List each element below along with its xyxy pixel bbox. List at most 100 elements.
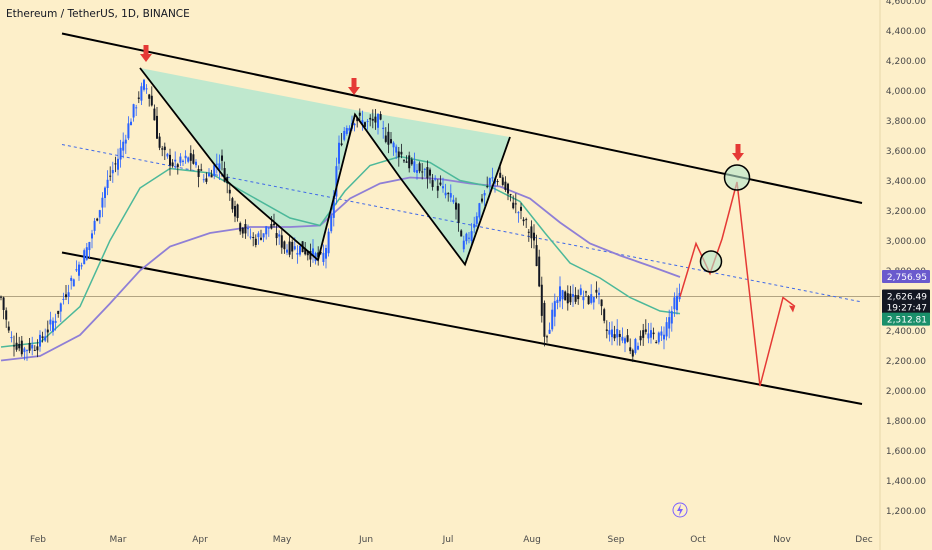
candle-body [400,151,403,155]
y-tick-label: 3,400.00 [886,177,926,187]
candle-body [387,131,390,145]
y-tick-label: 4,000.00 [886,87,926,97]
pattern-outline [139,67,511,267]
candle-body [460,230,463,237]
candle-body [408,155,411,169]
candle-body [2,297,5,310]
candle-body [436,185,439,191]
candle-body [452,199,455,203]
candle-body [309,251,312,260]
candle-body [210,174,213,178]
candle-body [384,135,387,142]
y-tick-label: 1,800.00 [886,417,926,427]
candle-body [569,293,572,303]
candle-body [176,164,179,168]
x-tick-label: Feb [30,535,46,545]
y-tick-label: 4,200.00 [886,57,926,67]
candle-body [158,136,161,148]
candle-body [629,347,632,352]
candle-body [392,142,395,148]
candle-body [275,233,278,239]
candle-body [332,195,335,218]
candle-body [364,122,366,127]
candle-body [189,153,192,161]
candle-body [171,162,174,167]
candle-body [520,206,522,211]
candle-body [41,336,44,338]
candle-body [319,252,322,254]
candle-body [626,335,629,342]
candle-body [148,94,151,99]
candle-body [197,169,200,177]
candle-body [348,128,351,131]
candle-body [104,187,106,199]
candle-body [634,339,637,353]
candle-body [491,177,494,179]
candle-body [101,197,104,208]
candle-body [330,216,333,232]
candle-body [369,117,372,120]
candle-body [36,346,39,351]
candle-body [327,231,330,254]
channel-lower-line [61,251,863,405]
candle-body [52,320,54,332]
candle-body [293,246,296,250]
candle-body [473,223,476,228]
candle-body [244,224,247,234]
candle-body [75,269,78,271]
candle-body [639,335,642,341]
candle-body [280,235,283,248]
candle-body [70,277,73,281]
candle-body [325,248,327,259]
candle-body [486,186,489,188]
down-arrow-head [732,153,744,161]
candle-body [444,192,447,196]
candle-body [39,334,41,347]
candle-body [257,233,260,238]
candle-body [296,252,299,255]
candle-body [317,252,320,258]
candle-body [439,182,442,185]
x-tick-label: Mar [110,535,127,545]
symbol-title: Ethereum / TetherUS, 1D, BINANCE [6,8,190,20]
candle-body [410,159,413,165]
candle-body [660,331,663,336]
x-tick-label: Aug [523,535,541,545]
candle-body [673,297,676,310]
candle-body [462,240,465,250]
candle-body [249,236,252,238]
candle-body [522,219,525,222]
down-arrow-marker [143,45,149,54]
candle-body [377,114,379,128]
candle-body [88,241,91,251]
candle-body [111,170,114,174]
candle-body [26,350,28,352]
candle-body [254,238,257,246]
candle-body [23,348,26,353]
y-tick-label: 2,400.00 [886,327,926,337]
candle-body [184,155,187,159]
candle-body [431,180,434,188]
candle-body [650,330,652,338]
candle-body [676,295,678,311]
candle-body [202,179,205,181]
candle-body [382,127,385,130]
candle-body [65,294,67,298]
candle-body [429,169,431,176]
candle-body [273,223,275,226]
candle-body [668,317,671,329]
candle-body [72,279,75,287]
candle-body [488,178,491,185]
candle-body [241,228,244,234]
candle-body [507,183,509,194]
candle-body [93,220,96,231]
pattern-fill [140,68,510,265]
candle-body [304,248,307,255]
candle-body [642,330,645,338]
candle-body [213,165,216,177]
x-tick-label: Dec [855,535,872,545]
candle-body [109,175,112,177]
candle-body [262,233,265,238]
candle-body [236,204,239,218]
